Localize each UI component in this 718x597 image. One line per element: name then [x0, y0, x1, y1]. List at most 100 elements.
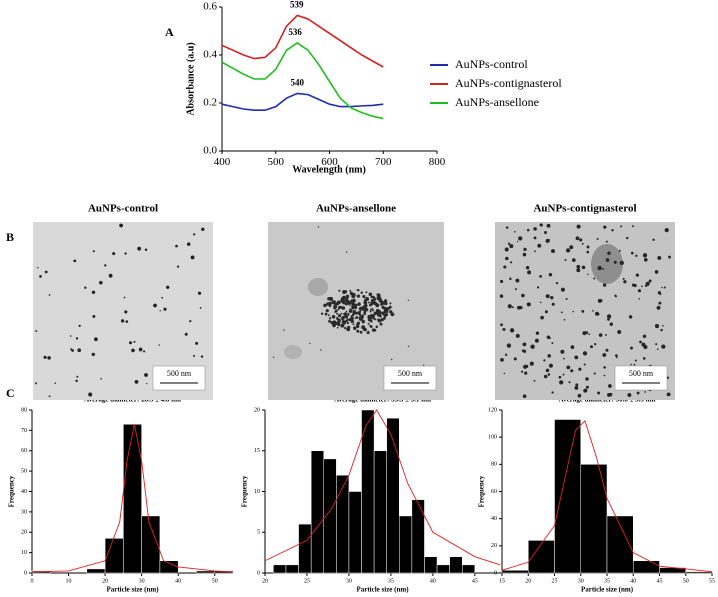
- particle: [597, 391, 601, 395]
- histogram-bar: [554, 419, 581, 574]
- x-tick-label: 0: [31, 579, 34, 585]
- panel-label: A: [165, 25, 174, 39]
- histogram-bar: [633, 560, 660, 574]
- particle: [369, 324, 371, 327]
- y-tick-label: 100: [488, 435, 497, 441]
- particle: [333, 305, 338, 309]
- particle: [499, 294, 504, 298]
- particle: [509, 244, 514, 249]
- particle: [505, 226, 509, 229]
- x-axis-title: Particle size (nm): [356, 586, 409, 594]
- particle: [377, 310, 382, 315]
- particle: [345, 251, 348, 253]
- particle: [43, 355, 47, 359]
- particle: [543, 374, 548, 379]
- particle: [657, 291, 662, 295]
- particle: [336, 326, 339, 329]
- particle: [503, 372, 505, 375]
- x-tick-label: 25: [304, 579, 310, 585]
- particle: [353, 309, 355, 312]
- particle: [369, 310, 372, 313]
- particle: [365, 291, 368, 294]
- particle: [585, 331, 589, 335]
- particle: [581, 242, 584, 245]
- particle: [382, 312, 385, 316]
- particle: [391, 358, 393, 361]
- particle: [371, 328, 376, 332]
- particle: [543, 359, 546, 362]
- particle: [539, 223, 543, 227]
- tem-image: [495, 222, 675, 400]
- particle: [502, 328, 506, 331]
- particle: [144, 248, 148, 252]
- particle: [551, 249, 555, 254]
- particle: [75, 379, 78, 383]
- particle: [605, 258, 610, 262]
- particle: [602, 267, 604, 270]
- histogram-bar: [214, 570, 234, 574]
- y-tick-label: 5: [257, 530, 260, 536]
- particle: [509, 328, 515, 333]
- x-tick-label: 40: [175, 579, 181, 585]
- particle: [348, 309, 353, 313]
- particle: [320, 312, 324, 315]
- particle: [648, 279, 652, 283]
- particle: [642, 334, 647, 338]
- particle: [615, 356, 618, 359]
- y-axis-title: Frequency: [478, 475, 486, 507]
- image-title: AuNPs-contignasterol: [533, 203, 636, 215]
- y-axis-title: Frequency: [241, 475, 249, 507]
- y-tick-label: 20: [254, 407, 260, 413]
- particle: [349, 304, 351, 306]
- particle: [550, 296, 554, 300]
- stain: [284, 345, 302, 359]
- particle: [622, 277, 625, 280]
- particle: [386, 307, 390, 311]
- particle: [560, 311, 563, 314]
- particle: [548, 273, 553, 277]
- particle: [574, 385, 579, 390]
- particle: [371, 307, 374, 310]
- particle: [385, 310, 389, 314]
- particle: [336, 312, 339, 315]
- x-tick-label: 20: [525, 579, 531, 585]
- particle: [656, 348, 659, 351]
- particle: [523, 247, 527, 252]
- particle: [283, 329, 285, 331]
- particle: [35, 330, 38, 333]
- particle: [603, 366, 606, 369]
- particle: [346, 302, 350, 306]
- particle: [509, 261, 513, 264]
- particle: [630, 346, 633, 350]
- particle: [120, 319, 125, 323]
- scale-bar-label: 500 nm: [398, 369, 423, 378]
- particle: [569, 245, 574, 250]
- particle: [359, 317, 363, 321]
- particle: [533, 227, 537, 231]
- particle: [539, 301, 542, 304]
- particle: [362, 306, 367, 311]
- particle: [544, 310, 548, 314]
- particle: [594, 343, 597, 346]
- particle: [337, 313, 342, 318]
- x-tick-label: 35: [604, 579, 610, 585]
- particle: [522, 252, 527, 257]
- particle: [565, 298, 568, 300]
- x-axis-title: Particle size (nm): [106, 586, 159, 594]
- particle: [504, 353, 508, 356]
- particle: [344, 326, 347, 330]
- particle: [100, 378, 102, 380]
- particle: [195, 341, 199, 345]
- particle: [342, 320, 347, 325]
- particle: [352, 323, 355, 326]
- particle: [73, 259, 77, 263]
- particle: [99, 280, 103, 285]
- x-tick-label: 10: [66, 579, 72, 585]
- y-tick-label: 60: [21, 448, 27, 454]
- particle: [339, 305, 343, 309]
- x-tick-label: 800: [429, 156, 446, 168]
- particle: [351, 313, 355, 317]
- particle: [555, 281, 559, 285]
- particle: [515, 333, 520, 338]
- particle: [597, 298, 602, 303]
